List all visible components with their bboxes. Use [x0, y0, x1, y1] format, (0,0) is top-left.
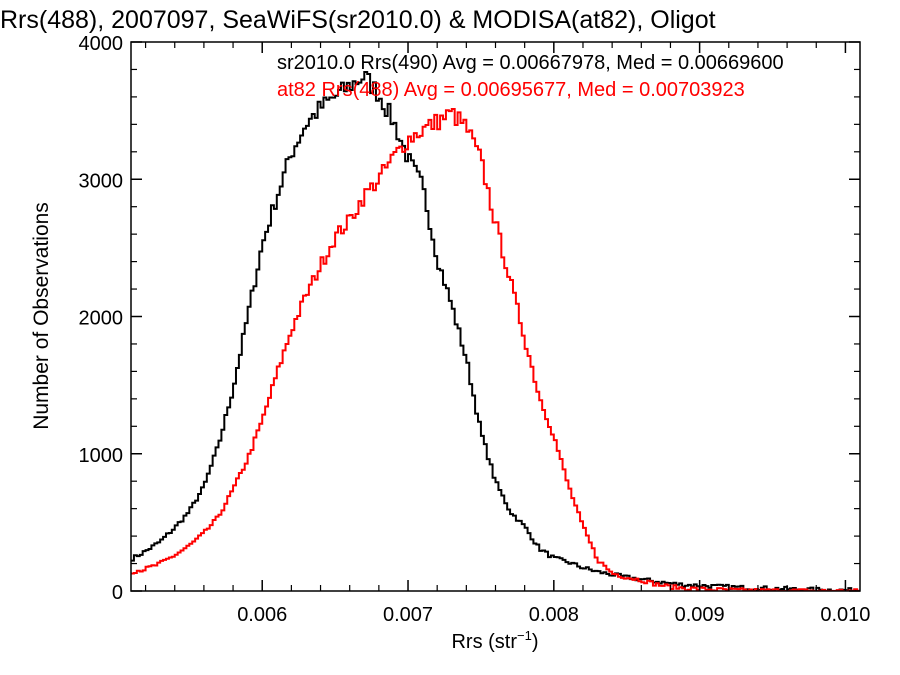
legend-entry-2: at82 Rrs(488) Avg = 0.00695677, Med = 0.…: [277, 79, 745, 101]
x-axis-label-main: Rrs (str: [451, 631, 517, 653]
x-axis-label: Rrs (str−1): [451, 628, 538, 653]
y-tick-label: 4000: [79, 33, 124, 55]
legend-entry-1: sr2010.0 Rrs(490) Avg = 0.00667978, Med …: [277, 52, 784, 74]
y-tick-label: 3000: [79, 170, 124, 192]
x-tick-label: 0.010: [820, 604, 870, 626]
y-tick-label: 2000: [79, 308, 124, 330]
series-line-2: [131, 107, 860, 591]
x-axis-label-close: ): [532, 631, 539, 653]
x-axis-label-superscript: −1: [517, 628, 532, 643]
x-tick-label: 0.007: [383, 604, 433, 626]
chart-title: Rrs(488), 2007097, SeaWiFS(sr2010.0) & M…: [0, 6, 716, 34]
x-tick-label: 0.006: [237, 604, 287, 626]
y-axis-label: Number of Observations: [30, 202, 53, 430]
y-tick-label: 0: [112, 582, 123, 604]
x-tick-label: 0.008: [529, 604, 579, 626]
y-tick-label: 1000: [79, 445, 124, 467]
plot-frame: [130, 41, 861, 592]
plot-area: 0.006 0.007 0.008 0.009 0.010 0 1000 2000 3000 40…: [79, 33, 871, 626]
x-tick-label: 0.009: [675, 604, 725, 626]
legend: sr2010.0 Rrs(490) Avg = 0.00667978, Med …: [277, 52, 784, 101]
axis-ticks: 0.006 0.007 0.008 0.009 0.010 0 1000 2000 3000 40…: [79, 33, 871, 626]
series-group: [131, 71, 860, 591]
series-line-1: [131, 71, 860, 591]
